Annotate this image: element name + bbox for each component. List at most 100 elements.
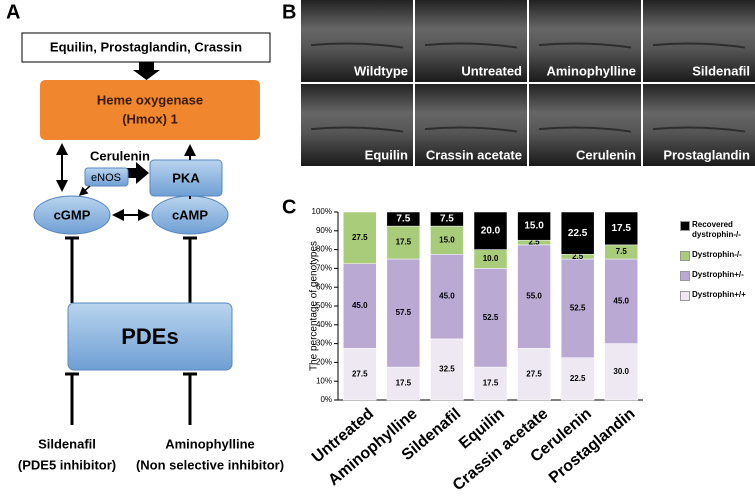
drug-text: Sildenafil <box>38 436 96 451</box>
hmox-text: Heme oxygenase <box>97 92 203 107</box>
cgmp-text: cGMP <box>54 207 91 222</box>
y-tick-label: 50% <box>316 301 332 310</box>
panel-label: A <box>6 1 20 23</box>
pdes-text: PDEs <box>121 324 178 349</box>
micrograph <box>643 0 755 82</box>
bar-segment <box>473 268 508 368</box>
y-tick-label: 70% <box>316 264 332 273</box>
value-label: 22.5 <box>570 374 586 383</box>
bar-segment <box>604 211 638 246</box>
cgmp-node <box>33 195 111 235</box>
drug-text: Aminophylline <box>165 436 255 451</box>
myoseptum <box>424 42 518 49</box>
value-label: 17.5 <box>483 379 499 388</box>
y-tick-label: 30% <box>316 339 332 348</box>
image-label: Prostaglandin <box>663 147 750 162</box>
legend-label: Recovered dystrophin-/- <box>692 220 741 239</box>
bar-segment <box>560 211 595 255</box>
myoseptum <box>538 126 632 133</box>
legend-label: Dystrophin+/+ <box>692 290 746 299</box>
legend-swatch <box>680 221 690 231</box>
myoseptum <box>310 42 404 49</box>
micrograph <box>643 84 755 166</box>
y-axis-title: The percentage of genotypes <box>309 241 320 371</box>
pka-text: PKA <box>172 170 200 185</box>
y-tick-label: 40% <box>316 320 332 329</box>
bar-segment <box>343 263 377 349</box>
bar-segment <box>560 357 595 401</box>
legend-label: Dystrophin-/- <box>692 250 742 259</box>
bar-segment <box>386 225 421 260</box>
value-label: 27.5 <box>526 369 542 378</box>
bar-segment <box>517 244 551 349</box>
y-tick-label: 90% <box>316 226 332 235</box>
value-label: 15.0 <box>524 221 544 232</box>
pdes-box <box>67 302 233 371</box>
pathway-diagram: Equilin, Prostaglandin, Crassin Heme oxy… <box>18 32 284 472</box>
bar-segment <box>430 211 464 227</box>
value-label: 55.0 <box>526 292 542 301</box>
value-label: 45.0 <box>439 292 455 301</box>
myoseptum <box>538 42 632 49</box>
bar-segment <box>517 348 551 401</box>
legend-swatch <box>680 291 690 301</box>
micrograph <box>529 0 641 82</box>
micrograph <box>529 84 641 166</box>
micrograph <box>301 84 413 166</box>
image-label: Cerulenin <box>576 147 636 162</box>
panel-label: C <box>282 196 296 218</box>
bar-segment <box>430 225 464 255</box>
inducer-box <box>21 32 271 63</box>
image-label: Sildenafil <box>692 63 750 78</box>
inducer-text: Equilin, Prostaglandin, Crassin <box>50 39 242 54</box>
bar-segment <box>386 211 421 227</box>
value-label: 27.5 <box>352 233 368 242</box>
drug-text: (Non selective inhibitor) <box>136 457 284 472</box>
y-tick-label: 100% <box>312 207 332 216</box>
bar-segment <box>604 343 638 401</box>
value-label: 2.5 <box>529 238 541 247</box>
image-label: Crassin acetate <box>426 147 522 162</box>
chart: The percentage of genotypes 0% 10% 20% 30% 4… <box>309 207 643 494</box>
legend-item: Dystrophin+/+ <box>680 290 755 301</box>
myoseptum <box>652 126 746 133</box>
value-label: 32.5 <box>439 365 455 374</box>
arrow <box>116 162 149 184</box>
image-label: Wildtype <box>354 63 408 78</box>
myoseptum <box>652 42 746 49</box>
micrograph-grid: Wildtype Untreated Aminophylline Sildenafil… <box>301 0 755 166</box>
value-label: 2.5 <box>572 252 584 261</box>
myoseptum <box>310 126 404 133</box>
panel-label: B <box>282 1 296 23</box>
micrograph <box>415 0 527 82</box>
legend-item: Recovered dystrophin-/- <box>680 220 755 240</box>
bar-segment <box>343 211 377 264</box>
value-label: 57.5 <box>396 308 412 317</box>
bar-segment <box>430 338 464 401</box>
value-label: 20.0 <box>481 225 501 236</box>
bar-segment <box>604 258 638 344</box>
legend-swatch <box>680 251 690 261</box>
value-label: 7.5 <box>616 247 628 256</box>
y-tick-label: 60% <box>316 282 332 291</box>
value-label: 17.5 <box>611 223 631 234</box>
value-label: 15.0 <box>439 235 455 244</box>
enos-box <box>84 167 129 187</box>
camp-text: cAMP <box>172 207 208 222</box>
image-label: Untreated <box>461 63 522 78</box>
arrow <box>133 62 160 80</box>
myoseptum <box>424 126 518 133</box>
value-label: 7.5 <box>396 214 410 225</box>
bar-segment <box>560 258 595 358</box>
bar-segment <box>343 348 377 401</box>
bar-segment <box>473 211 508 250</box>
image-label: Equilin <box>365 147 408 162</box>
legend-item: Dystrophin+/- <box>680 270 755 281</box>
micrograph <box>301 0 413 82</box>
drug-text: (PDE5 inhibitor) <box>18 457 116 472</box>
value-label: 17.5 <box>396 379 412 388</box>
value-label: 17.5 <box>396 238 412 247</box>
arrow <box>78 185 91 197</box>
bar-segment <box>473 366 508 401</box>
